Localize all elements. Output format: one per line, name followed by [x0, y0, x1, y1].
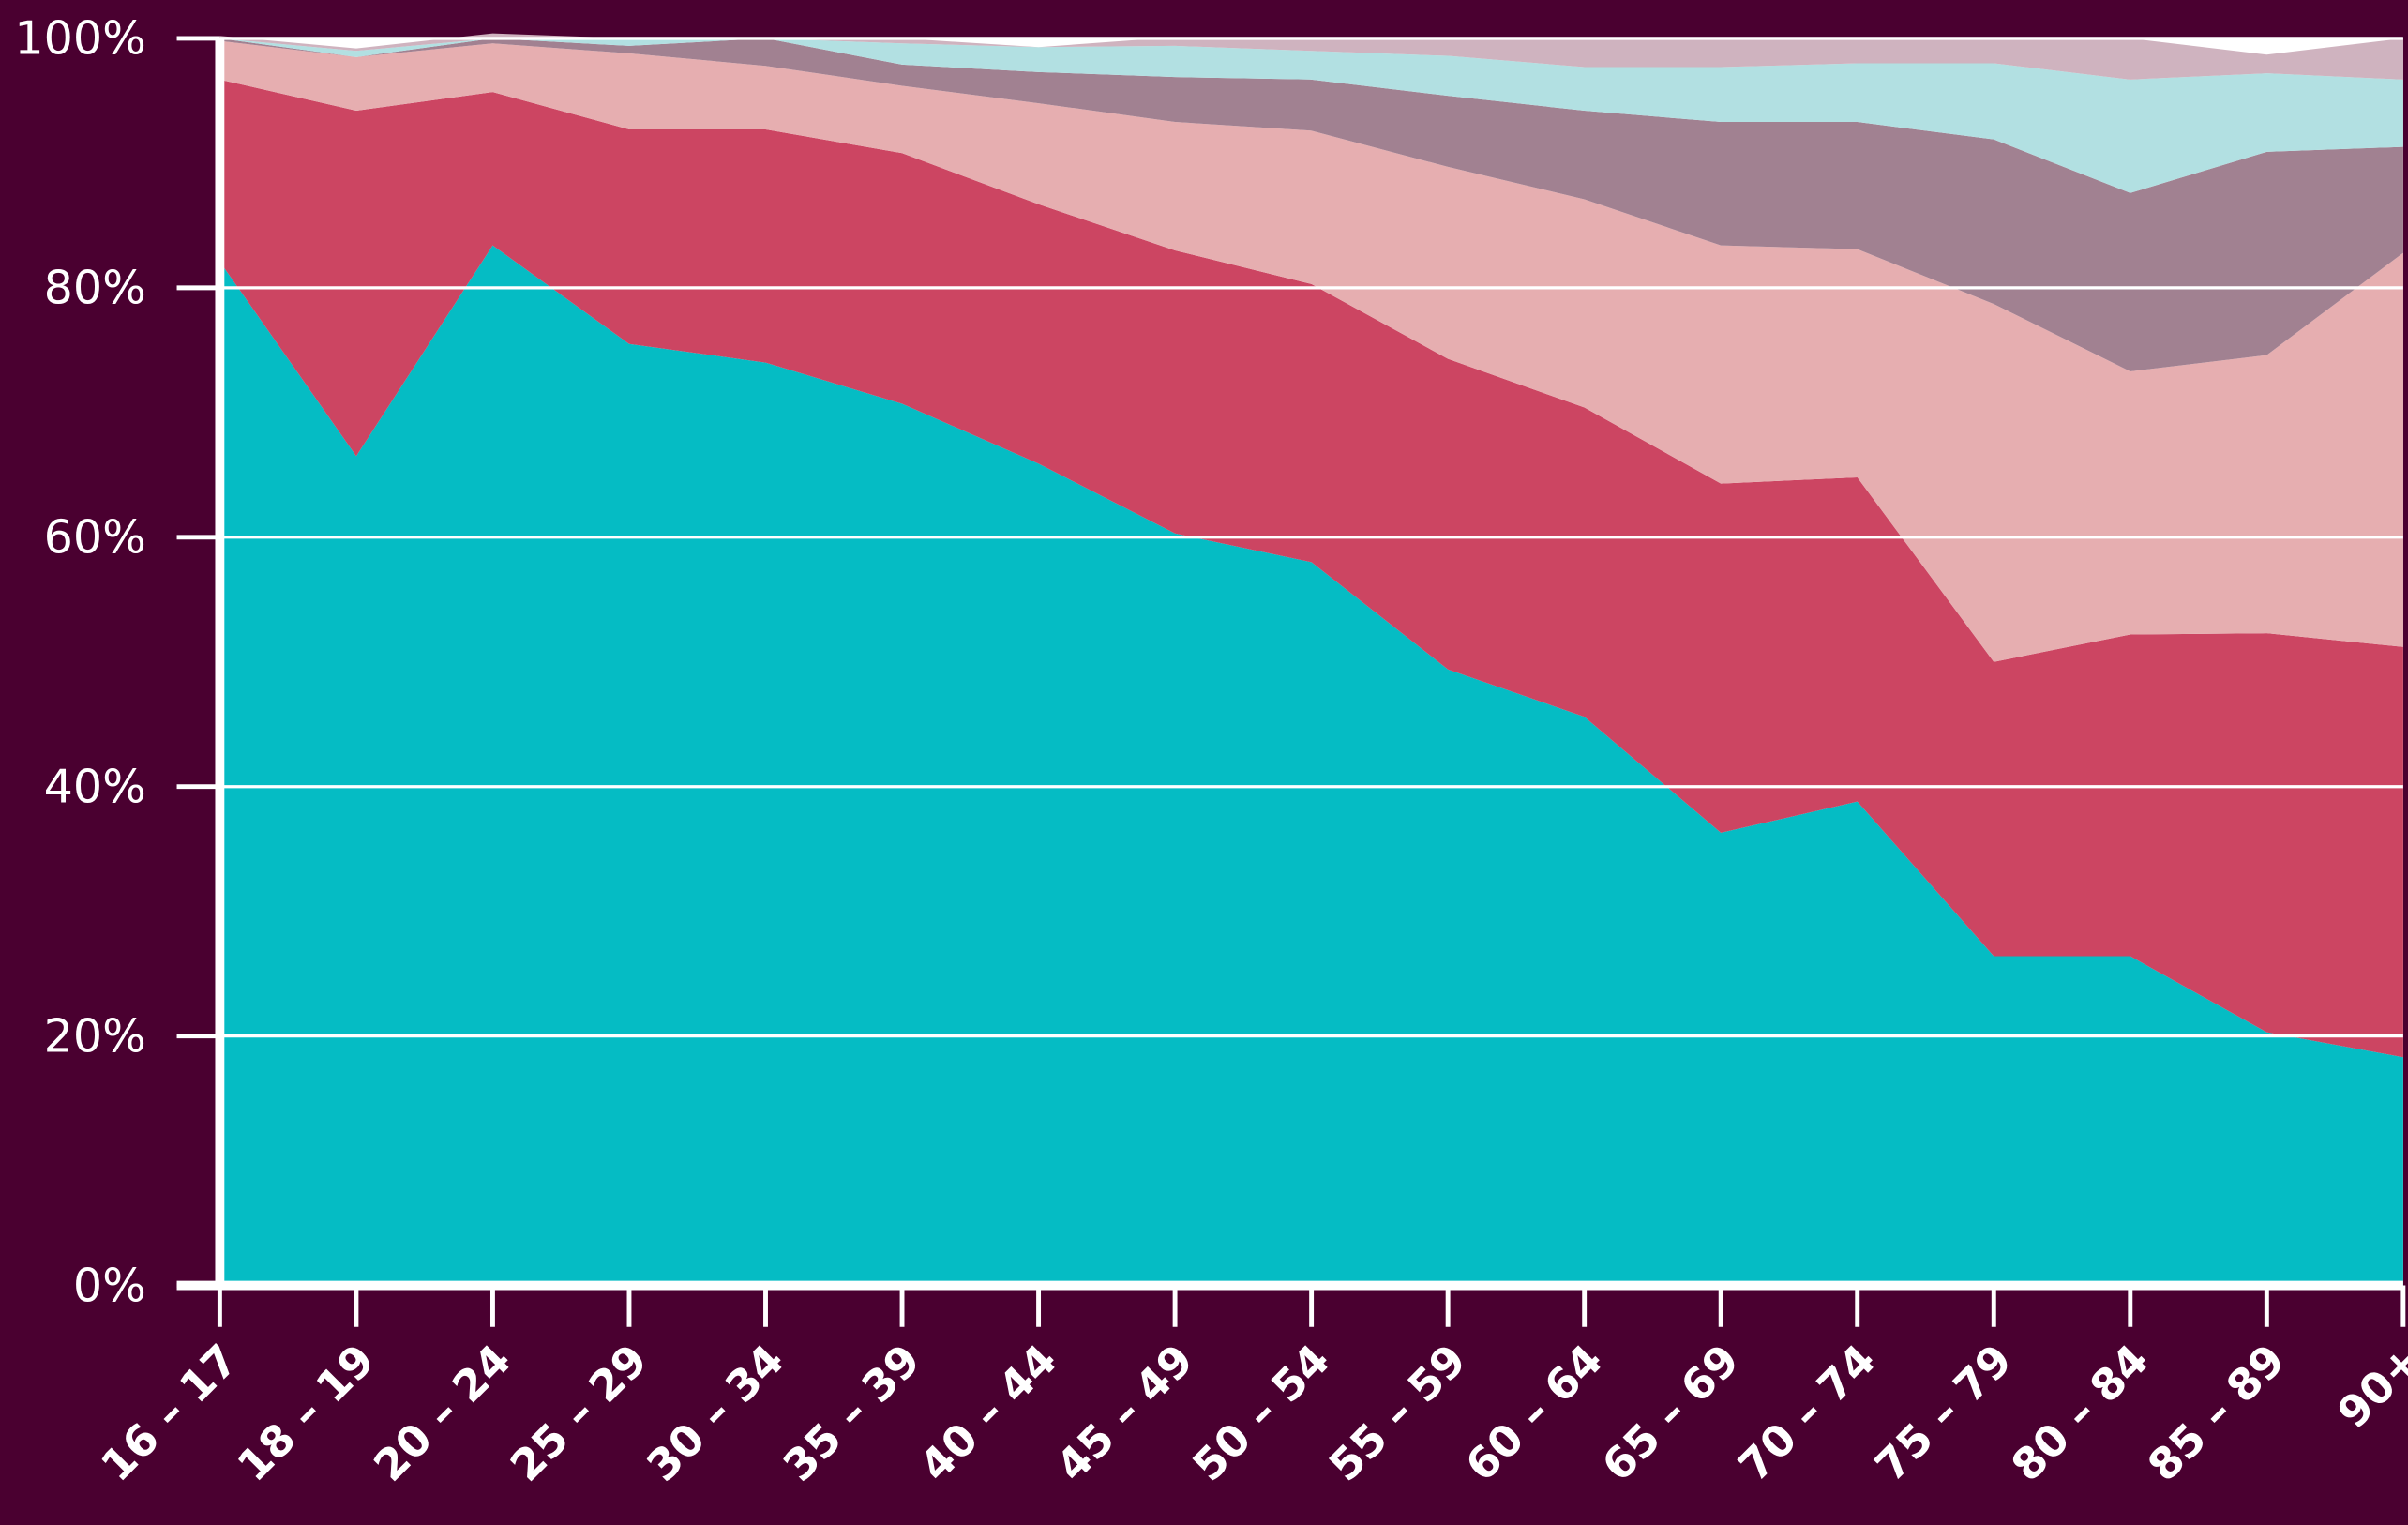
x-tick-label: 60 – 64 [1455, 1335, 1612, 1491]
y-tick-label: 80% [44, 261, 146, 315]
y-tick-label: 40% [44, 759, 146, 813]
y-tick-label: 0% [73, 1258, 146, 1312]
area [219, 33, 2403, 80]
area [219, 79, 2403, 1058]
y-tick-label: 100% [14, 11, 145, 66]
y-tick-label: 20% [44, 1008, 146, 1063]
x-tick-label: 18 – 19 [227, 1335, 384, 1491]
x-tick-label: 25 – 29 [501, 1335, 657, 1491]
area [219, 40, 2403, 662]
x-tick-label: 35 – 39 [774, 1335, 930, 1491]
area [219, 245, 2403, 1286]
x-tick-label: 90+ [2327, 1335, 2408, 1438]
x-tick-label: 16 – 17 [91, 1335, 248, 1491]
x-tick-label: 65 – 69 [1592, 1335, 1749, 1491]
x-tick-label: 80 – 84 [2001, 1335, 2158, 1491]
x-tick-label: 20 – 24 [364, 1335, 520, 1491]
x-tick-label: 45 – 49 [1046, 1335, 1203, 1491]
x-tick-label: 70 – 74 [1728, 1335, 1885, 1491]
x-tick-label: 30 – 34 [637, 1335, 793, 1491]
area [219, 38, 2403, 371]
x-tick-label: 40 – 44 [910, 1335, 1066, 1491]
x-tick-label: 50 – 54 [1182, 1335, 1339, 1491]
x-tick-label: 85 – 89 [2138, 1335, 2295, 1491]
x-tick-label: 55 – 59 [1319, 1335, 1476, 1491]
x-tick-label: 75 – 79 [1865, 1335, 2022, 1491]
area [219, 38, 2403, 193]
y-tick-label: 60% [44, 510, 146, 565]
